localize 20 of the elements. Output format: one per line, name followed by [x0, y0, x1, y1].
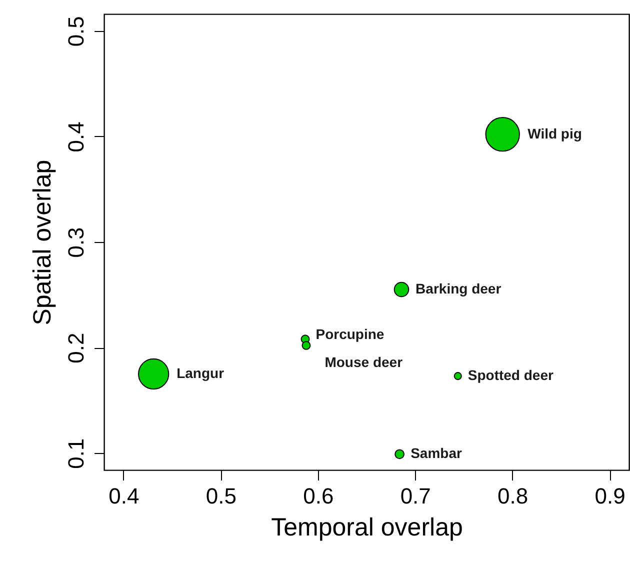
x-tick-label: 0.6 [303, 484, 334, 508]
y-tick-label: 0.5 [64, 16, 88, 47]
annotation: Barking deer [416, 280, 502, 296]
y-tick-label: 0.3 [64, 227, 88, 258]
y-tick-label: 0.1 [64, 438, 88, 469]
y-tick-label: 0.4 [64, 122, 88, 152]
x-tick-label: 0.7 [400, 484, 431, 508]
y-axis-title: Spatial overlap [28, 160, 56, 326]
annotation: Spotted deer [468, 367, 554, 384]
x-tick-label: 0.5 [206, 484, 236, 508]
x-tick-label: 0.4 [108, 484, 140, 508]
annotation: Mouse deer [324, 354, 404, 370]
annotation: Porcupine [316, 326, 384, 342]
annotation: Langur [176, 364, 225, 381]
y-tick-label: 0.2 [64, 332, 88, 364]
annotation: Sambar [410, 445, 462, 462]
x-axis-title: Temporal overlap [271, 514, 463, 542]
x-tick-label: 0.9 [594, 484, 626, 508]
annotation: Wild pig [528, 125, 582, 142]
x-tick-label: 0.8 [498, 484, 528, 508]
